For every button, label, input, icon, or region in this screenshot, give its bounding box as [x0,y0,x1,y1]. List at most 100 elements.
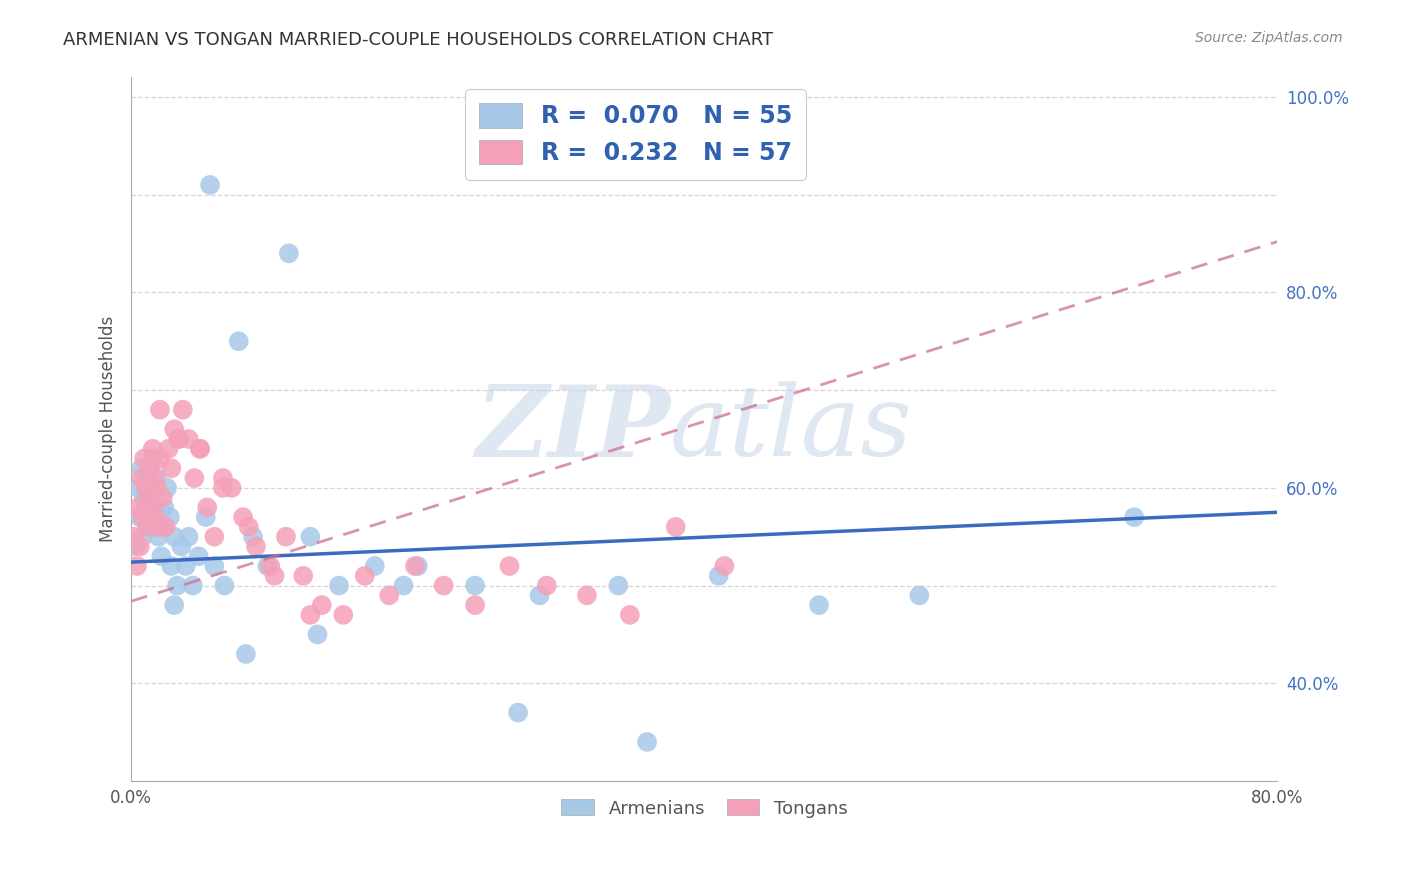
Point [142,451,165,466]
Point [529,588,551,602]
Point [135,481,157,495]
Point [153,500,176,515]
Point [156,481,179,495]
Point [198,178,221,192]
Point [132,510,155,524]
Point [122,530,145,544]
Point [134,491,156,505]
Point [135,500,157,515]
Point [299,530,322,544]
Point [406,559,429,574]
Point [160,461,183,475]
Text: ARMENIAN VS TONGAN MARRIED-COUPLE HOUSEHOLDS CORRELATION CHART: ARMENIAN VS TONGAN MARRIED-COUPLE HOUSEH… [63,31,773,49]
Point [328,578,350,592]
Point [188,442,211,456]
Point [607,578,630,592]
Point [152,491,174,505]
Point [619,607,641,622]
Point [146,471,169,485]
Point [141,500,163,515]
Point [129,461,152,475]
Point [128,510,150,524]
Point [228,334,250,349]
Point [163,530,186,544]
Point [202,559,225,574]
Y-axis label: Married-couple Households: Married-couple Households [100,316,117,542]
Point [167,432,190,446]
Point [292,569,315,583]
Point [127,481,149,495]
Point [128,540,150,554]
Point [143,471,166,485]
Point [433,578,456,592]
Point [307,627,329,641]
Point [141,510,163,524]
Point [150,549,173,564]
Point [194,510,217,524]
Point [166,578,188,592]
Point [536,578,558,592]
Point [221,481,243,495]
Point [143,500,166,515]
Point [170,540,193,554]
Point [146,481,169,495]
Point [311,598,333,612]
Point [167,432,190,446]
Point [163,598,186,612]
Point [177,530,200,544]
Point [145,510,167,524]
Point [713,559,735,574]
Point [256,559,278,574]
Point [138,491,160,505]
Point [202,530,225,544]
Point [212,481,235,495]
Point [498,559,520,574]
Point [274,530,297,544]
Point [235,647,257,661]
Point [145,520,167,534]
Point [807,598,830,612]
Point [636,735,658,749]
Text: atlas: atlas [671,382,912,477]
Point [152,520,174,534]
Point [127,500,149,515]
Point [138,520,160,534]
Point [245,540,267,554]
Point [353,569,375,583]
Point [136,471,159,485]
Point [464,578,486,592]
Point [139,481,162,495]
Point [707,569,730,583]
Point [404,559,426,574]
Point [212,471,235,485]
Point [188,442,211,456]
Point [506,706,529,720]
Point [242,530,264,544]
Point [149,402,172,417]
Point [159,510,181,524]
Point [232,510,254,524]
Point [575,588,598,602]
Point [332,607,354,622]
Point [136,520,159,534]
Point [177,432,200,446]
Point [139,461,162,475]
Point [299,607,322,622]
Point [195,500,218,515]
Point [125,559,148,574]
Text: ZIP: ZIP [475,381,671,477]
Point [149,510,172,524]
Point [187,549,209,564]
Point [908,588,931,602]
Point [148,530,170,544]
Point [174,559,197,574]
Point [160,559,183,574]
Legend: Armenians, Tongans: Armenians, Tongans [554,792,855,825]
Point [364,559,387,574]
Point [392,578,415,592]
Point [132,530,155,544]
Point [155,520,177,534]
Point [238,520,260,534]
Point [129,471,152,485]
Point [214,578,236,592]
